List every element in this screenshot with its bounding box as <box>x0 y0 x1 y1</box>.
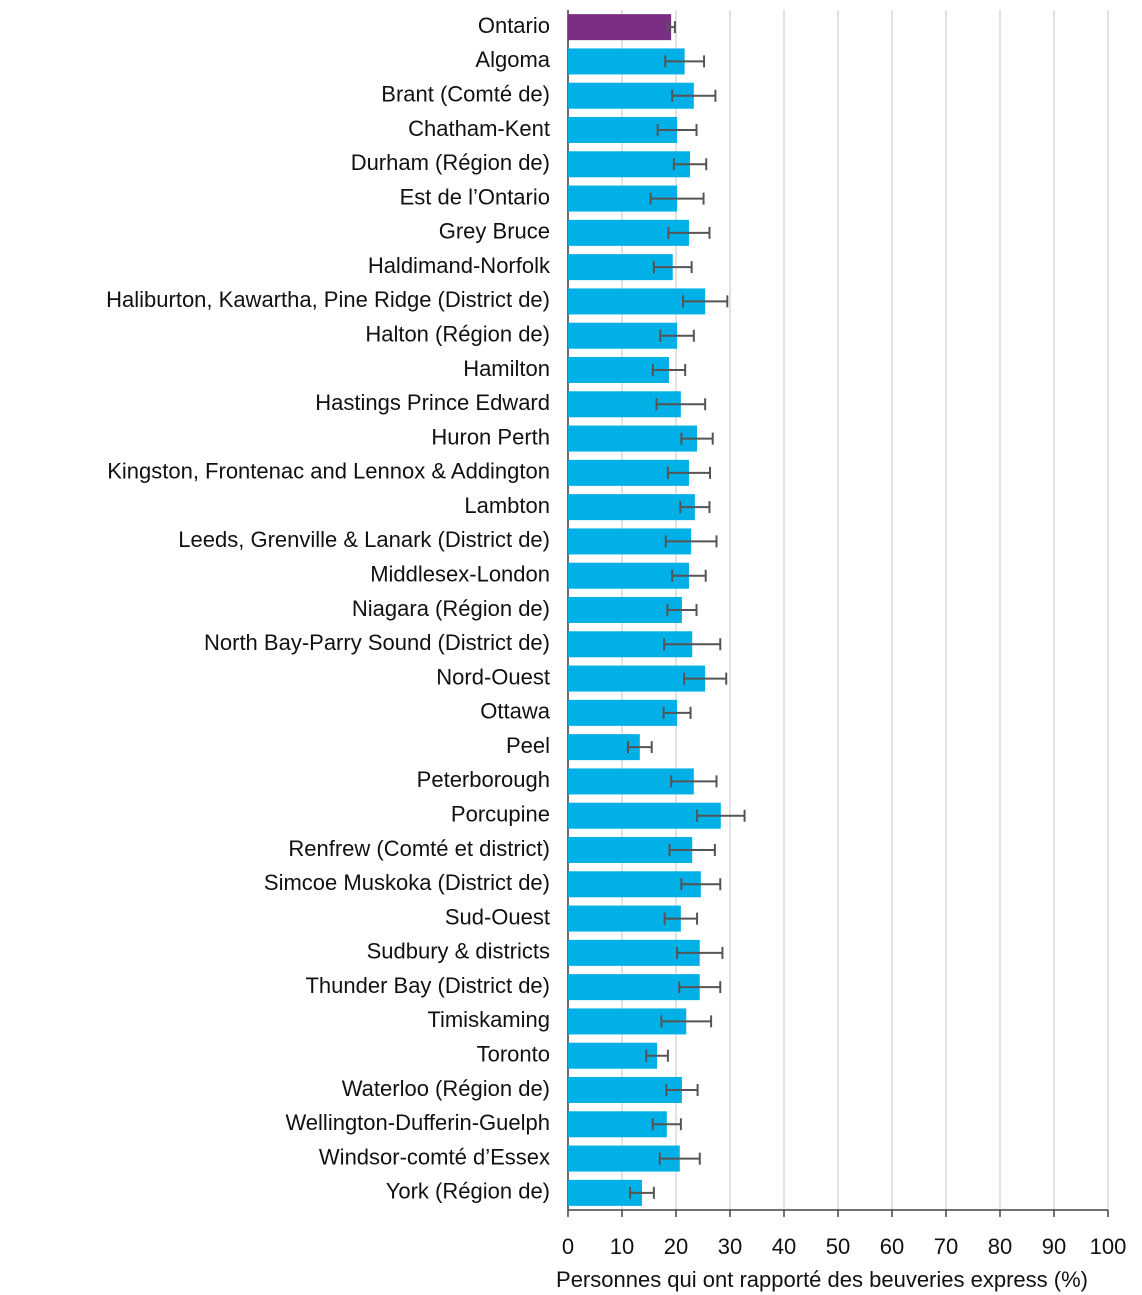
x-tick-label: 30 <box>718 1234 742 1259</box>
x-tick-label: 10 <box>610 1234 634 1259</box>
y-tick-label: Windsor-comté d’Essex <box>319 1144 550 1169</box>
error-bar <box>649 192 705 205</box>
bar <box>568 871 701 898</box>
error-bar <box>667 226 711 239</box>
y-tick-label: Kingston, Frontenac and Lennox & Addingt… <box>107 459 550 484</box>
y-tick-label: Hastings Prince Edward <box>315 390 550 415</box>
bar <box>568 665 706 692</box>
y-tick-label: Huron Perth <box>431 424 550 449</box>
y-tick-label: Renfrew (Comté et district) <box>288 836 550 861</box>
y-tick-label: Grey Bruce <box>439 219 550 244</box>
bar <box>568 425 698 452</box>
error-bar <box>666 466 712 479</box>
x-tick-label: 70 <box>934 1234 958 1259</box>
y-tick-label: Haliburton, Kawartha, Pine Ridge (Distri… <box>106 287 550 312</box>
error-bar <box>666 604 698 616</box>
error-bar <box>651 364 687 376</box>
error-bar <box>656 124 698 136</box>
y-tick-label: York (Région de) <box>386 1179 550 1204</box>
y-tick-label: Algoma <box>475 47 550 72</box>
y-tick-label: Ontario <box>478 13 550 38</box>
y-tick-label: Est de l’Ontario <box>400 184 550 209</box>
error-bar <box>663 638 722 651</box>
bar <box>568 322 678 349</box>
error-bar <box>665 1084 699 1096</box>
y-tick-label: Halton (Région de) <box>365 322 550 347</box>
x-tick-label: 40 <box>772 1234 796 1259</box>
x-tick-label: 0 <box>562 1234 574 1259</box>
error-bar <box>696 809 746 822</box>
bar <box>568 14 672 41</box>
bar <box>568 494 695 521</box>
x-axis-label: Personnes qui ont rapporté des beuveries… <box>556 1267 1088 1292</box>
error-bar <box>683 672 728 685</box>
error-bar <box>679 501 711 514</box>
error-bar <box>660 1015 713 1028</box>
bar <box>568 151 691 178</box>
y-tick-label: Ottawa <box>480 699 550 724</box>
error-bar <box>658 1152 701 1165</box>
bar <box>568 1042 658 1069</box>
x-tick-label: 100 <box>1090 1234 1127 1259</box>
error-bar <box>651 1118 682 1131</box>
y-tick-label: Waterloo (Région de) <box>342 1076 550 1101</box>
error-bar <box>678 981 722 994</box>
x-tick-label: 80 <box>988 1234 1012 1259</box>
bar <box>568 905 681 932</box>
y-tick-label: Middlesex-London <box>370 562 550 587</box>
y-tick-label: Brant (Comté de) <box>381 82 550 107</box>
error-bar <box>666 21 676 34</box>
y-tick-label: Simcoe Muskoka (District de) <box>264 870 550 895</box>
bar <box>568 562 689 589</box>
error-bar <box>652 261 693 274</box>
y-tick-label: Chatham-Kent <box>408 116 550 141</box>
error-bar <box>664 535 718 548</box>
error-bar <box>626 741 653 754</box>
y-tick-label: Porcupine <box>451 802 550 827</box>
error-bar <box>645 1049 669 1062</box>
y-tick-label: Wellington-Dufferin-Guelph <box>285 1110 550 1135</box>
y-tick-label: Sud-Ouest <box>445 904 550 929</box>
y-tick-label: Peel <box>506 733 550 758</box>
error-bar <box>629 1186 655 1199</box>
bar <box>568 597 682 623</box>
error-bar <box>671 89 717 102</box>
bar <box>568 1111 667 1138</box>
bar <box>568 802 721 829</box>
y-tick-label: North Bay-Parry Sound (District de) <box>204 630 550 655</box>
error-bar <box>680 432 714 445</box>
y-tick-label: Peterborough <box>417 767 550 792</box>
y-tick-label: Lambton <box>464 493 550 518</box>
error-bar <box>676 946 724 959</box>
y-tick-label: Haldimand-Norfolk <box>368 253 551 278</box>
y-tick-label: Durham (Région de) <box>351 150 550 175</box>
x-tick-label: 50 <box>826 1234 850 1259</box>
y-tick-label: Nord-Ouest <box>436 664 550 689</box>
error-bar <box>659 329 695 342</box>
x-tick-label: 60 <box>880 1234 904 1259</box>
y-tick-label: Sudbury & districts <box>367 939 550 964</box>
error-bar <box>668 844 716 856</box>
y-tick-label: Niagara (Région de) <box>352 596 550 621</box>
y-tick-label: Toronto <box>477 1042 550 1067</box>
error-bar <box>680 878 722 891</box>
error-bar <box>672 158 708 171</box>
x-tick-label: 90 <box>1042 1234 1066 1259</box>
error-bar <box>664 55 706 68</box>
x-tick-label: 20 <box>664 1234 688 1259</box>
y-tick-label: Timiskaming <box>427 1007 550 1032</box>
error-bar <box>663 912 699 925</box>
y-tick-label: Hamilton <box>463 356 550 381</box>
error-bar <box>670 775 718 788</box>
error-bar <box>655 398 707 411</box>
bar <box>568 699 678 726</box>
error-bar <box>671 569 707 582</box>
bar <box>568 1077 682 1103</box>
bar <box>568 974 700 1001</box>
error-bar <box>662 706 692 719</box>
error-bar <box>682 295 729 308</box>
y-tick-label: Leeds, Grenville & Lanark (District de) <box>178 527 550 552</box>
y-tick-label: Thunder Bay (District de) <box>305 973 550 998</box>
